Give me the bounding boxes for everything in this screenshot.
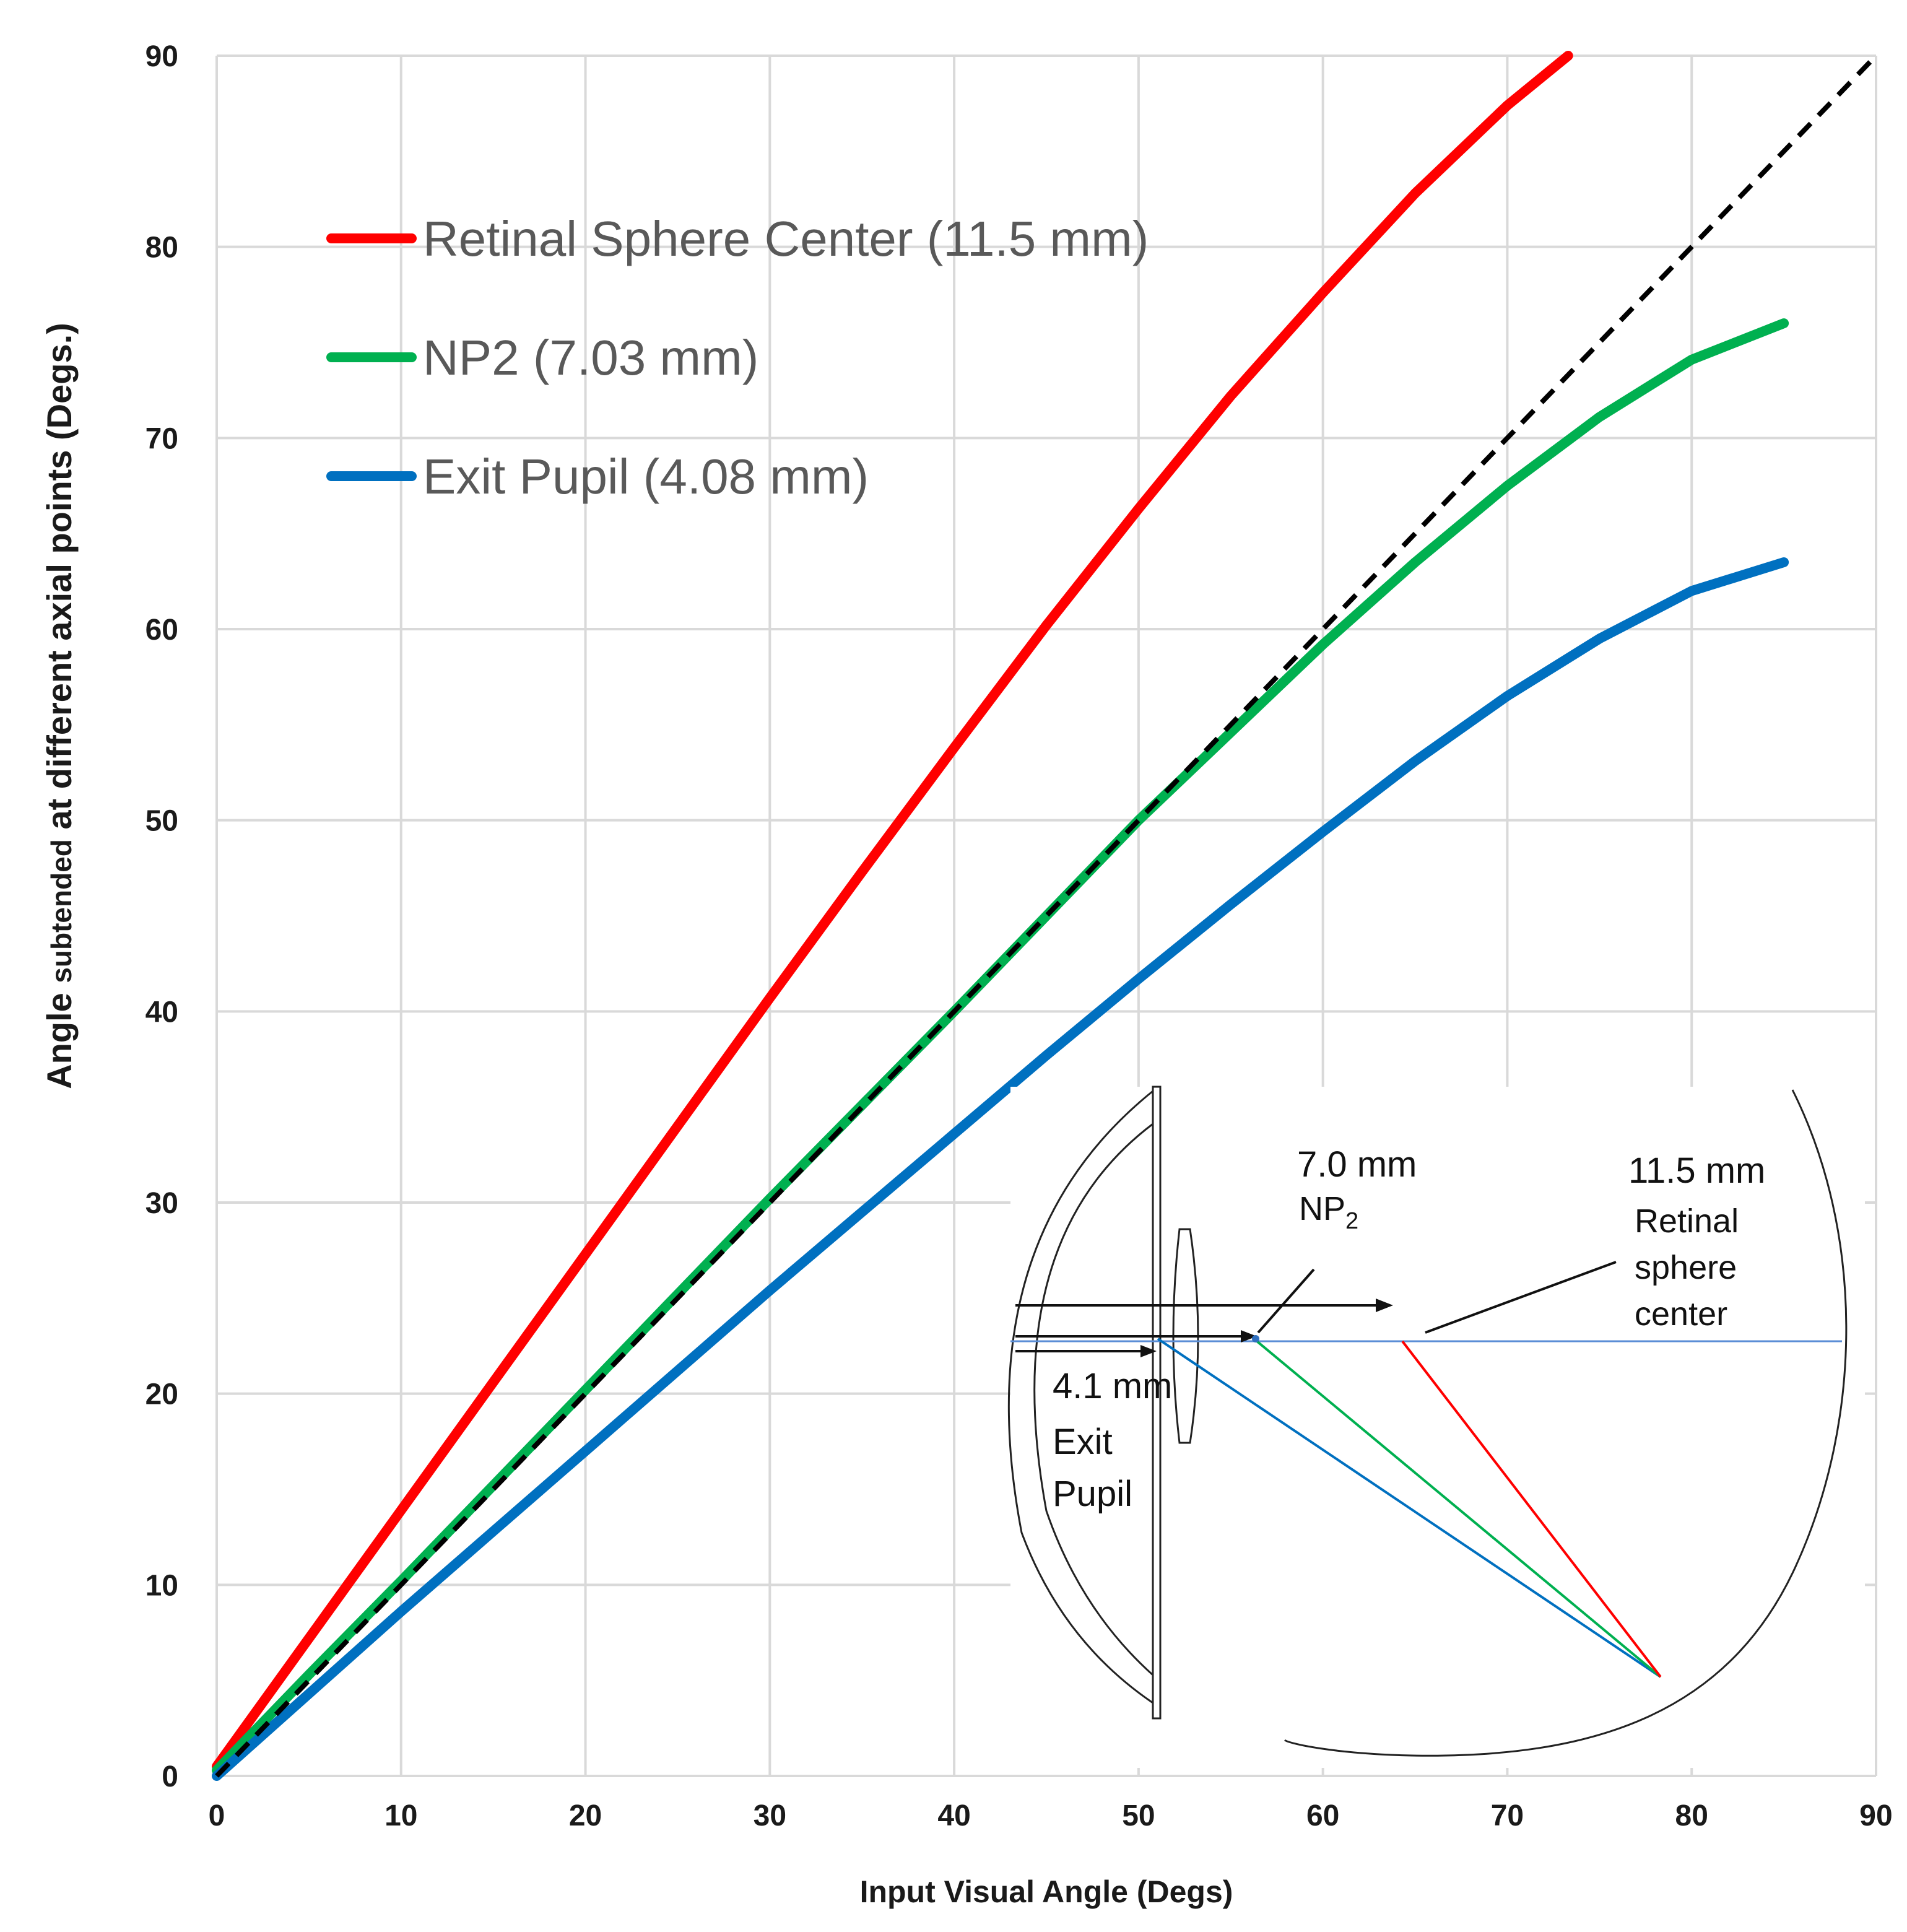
series-line <box>212 318 1789 1775</box>
x-tick-label: 0 <box>209 1799 225 1832</box>
retina-center-arrowhead-icon <box>1376 1299 1393 1312</box>
np2-distance-label: 7.0 mm <box>1297 1144 1417 1185</box>
y-tick-label: 50 <box>146 805 178 838</box>
crystalline-lens <box>1172 1228 1199 1444</box>
iris-plane <box>1152 1086 1162 1720</box>
y-axis-title-part3: at different axial points (Degs.) <box>40 323 79 839</box>
y-tick-label: 10 <box>146 1569 178 1602</box>
y-axis-title-part2: subtended <box>45 839 77 983</box>
y-tick-labels: 0 10 20 30 40 50 60 70 80 90 <box>146 40 178 1793</box>
exit-distance-label: 4.1 mm <box>1053 1366 1172 1406</box>
y-tick-label: 20 <box>146 1378 178 1411</box>
series-lines <box>212 51 1878 1781</box>
y-tick-label: 60 <box>146 614 178 646</box>
retina-distance-label: 11.5 mm <box>1628 1151 1765 1191</box>
legend-label: Exit Pupil (4.08 mm) <box>423 449 869 504</box>
retina-label-line2: sphere <box>1635 1249 1737 1286</box>
x-tick-label: 30 <box>754 1799 786 1832</box>
x-tick-label: 10 <box>384 1799 417 1832</box>
legend-label: Retinal Sphere Center (11.5 mm) <box>423 211 1149 266</box>
series-line <box>212 557 1789 1781</box>
retina-label-line3: center <box>1635 1295 1727 1333</box>
np2-label: NP2 <box>1299 1190 1358 1234</box>
x-tick-label: 40 <box>937 1799 970 1832</box>
np2-arrowhead-icon <box>1241 1330 1257 1342</box>
x-tick-label: 60 <box>1306 1799 1339 1832</box>
y-tick-label: 70 <box>146 422 178 455</box>
y-axis-title-part1: Angle <box>40 983 79 1089</box>
np2-point <box>1252 1335 1259 1342</box>
np2-ray <box>1256 1340 1662 1678</box>
retina-center-leader-line <box>1425 1261 1617 1334</box>
exit-pupil-ray <box>1157 1338 1662 1678</box>
y-tick-label: 30 <box>146 1187 178 1220</box>
x-tick-label: 70 <box>1491 1799 1524 1832</box>
eye-schematic-inset: 7.0 mm NP2 11.5 mm Retinal sphere center… <box>1007 1086 1865 1768</box>
y-tick-label: 90 <box>146 40 178 73</box>
exit-label-line2: Pupil <box>1053 1474 1132 1514</box>
legend: Retinal Sphere Center (11.5 mm) NP2 (7.03… <box>326 211 1149 504</box>
y-axis-title: Angle subtended at different axial point… <box>40 323 79 1089</box>
y-tick-label: 80 <box>146 232 178 264</box>
x-tick-label: 80 <box>1675 1799 1708 1832</box>
y-tick-label: 40 <box>146 996 178 1029</box>
retina-label-line1: Retinal <box>1635 1203 1739 1240</box>
x-tick-label: 50 <box>1122 1799 1155 1832</box>
x-tick-labels: 0 10 20 30 40 50 60 70 80 90 <box>209 1799 1893 1832</box>
exit-pupil-arrowhead-icon <box>1140 1345 1157 1357</box>
x-axis-title: Input Visual Angle (Degs) <box>860 1874 1233 1909</box>
x-tick-label: 90 <box>1859 1799 1892 1832</box>
retina-outline <box>1284 1089 1848 1757</box>
cornea-inner-outline <box>1033 1123 1154 1676</box>
x-tick-label: 20 <box>569 1799 602 1832</box>
retina-center-ray <box>1401 1340 1662 1678</box>
exit-label-line1: Exit <box>1053 1422 1113 1462</box>
y-tick-label: 0 <box>162 1760 178 1793</box>
np2-leader-line <box>1257 1268 1315 1334</box>
legend-label: NP2 (7.03 mm) <box>423 330 758 385</box>
series-line <box>212 51 1573 1772</box>
cornea-outer-outline <box>1007 1090 1153 1704</box>
